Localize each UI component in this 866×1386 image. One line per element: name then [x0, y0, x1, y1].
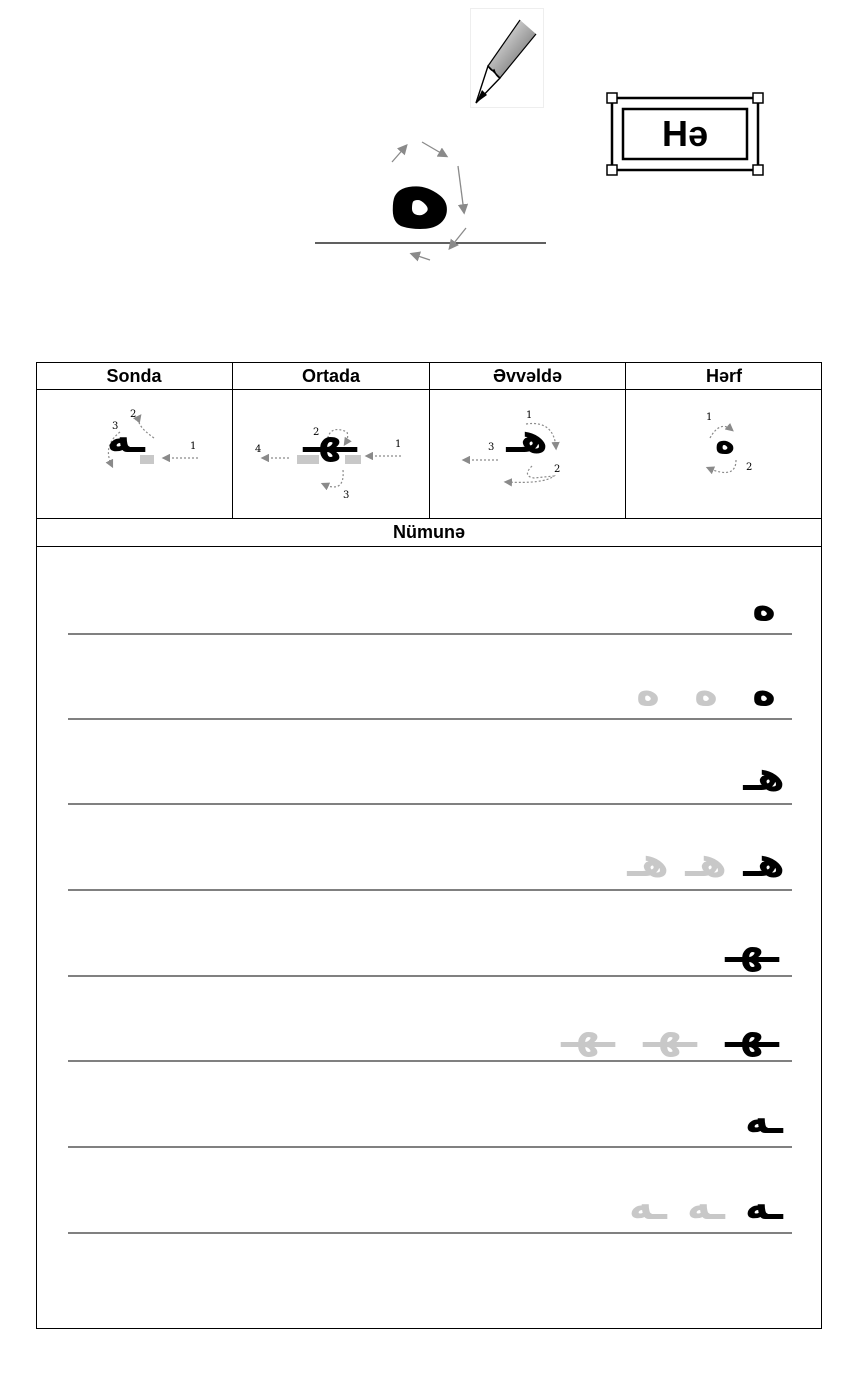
step-2: 2	[746, 462, 752, 473]
cell-herf-diagram: 1 2	[705, 412, 752, 475]
cell-herf-glyph: ه	[714, 422, 736, 462]
guide-line	[68, 1146, 792, 1148]
ghost-glyph: هـ	[685, 840, 727, 886]
guide-line	[68, 1060, 792, 1062]
sample-glyph: ه	[752, 669, 776, 715]
cell-evvelde-glyph: هـ	[506, 416, 548, 462]
letter-label: Hə	[661, 113, 709, 154]
ghost-glyph: ه	[694, 669, 718, 715]
pencil-icon	[470, 8, 544, 108]
step-1: 1	[526, 410, 532, 421]
guide-line	[68, 718, 792, 720]
ghost-glyph: ـه	[687, 1183, 725, 1229]
sample-glyph: ـهـ	[725, 926, 779, 972]
step-3: 3	[343, 490, 349, 501]
header-sonda: Sonda	[106, 366, 162, 386]
header-ortada: Ortada	[301, 366, 361, 386]
guide-line	[68, 1232, 792, 1234]
ghost-glyph: ـهـ	[643, 1011, 697, 1057]
sample-glyph: ـه	[745, 1183, 783, 1229]
ghost-glyph: ـهـ	[561, 1011, 615, 1057]
ghost-glyph: ه	[636, 669, 660, 715]
guide-line	[68, 803, 792, 805]
step-1: 1	[395, 439, 401, 450]
cell-ortada-diagram: 1 2 3 4	[255, 427, 401, 501]
step-2: 2	[313, 427, 319, 438]
step-1: 1	[706, 412, 712, 423]
cell-sonda-glyph: ـه	[107, 416, 145, 462]
sample-glyph: ه	[752, 584, 776, 630]
step-2: 2	[130, 409, 136, 420]
step-1: 1	[190, 441, 196, 452]
stroke-arrow-icon	[391, 144, 408, 163]
step-3: 3	[112, 421, 118, 432]
step-3: 3	[488, 442, 494, 453]
step-2: 2	[554, 464, 560, 475]
ghost-glyph: هـ	[627, 840, 669, 886]
letter-label-box: Hə	[606, 92, 764, 176]
header-herf: Hərf	[705, 366, 742, 386]
main-letter-illustration	[310, 130, 550, 270]
practice-area: ه ه ه ه هـ هـ هـ هـ ـهـ ـهـ ـهـ ـهـ ـه ـه ـه ـه	[36, 547, 822, 1327]
sample-glyph: هـ	[743, 754, 785, 800]
guide-line	[68, 633, 792, 635]
sample-glyph: هـ	[743, 840, 785, 886]
main-letter-glyph: ه	[387, 124, 453, 252]
guide-line	[68, 889, 792, 891]
sample-glyph: ـهـ	[725, 1011, 779, 1057]
cell-ortada-glyph: ـهـ	[303, 416, 357, 462]
ghost-glyph: ـه	[629, 1183, 667, 1229]
cell-sonda-diagram: 1 2 3	[105, 409, 198, 469]
cell-evvelde-diagram: 1 2 3	[461, 410, 560, 487]
header-sample: Nümunə	[393, 522, 465, 542]
guide-line	[68, 975, 792, 977]
sample-glyph: ـه	[745, 1097, 783, 1143]
step-4: 4	[255, 444, 261, 455]
header-evvelde: Əvvəldə	[492, 366, 563, 386]
